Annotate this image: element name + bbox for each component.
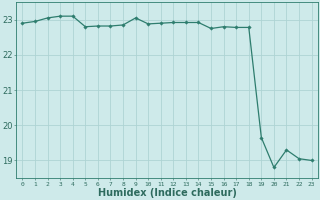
X-axis label: Humidex (Indice chaleur): Humidex (Indice chaleur) [98,188,236,198]
